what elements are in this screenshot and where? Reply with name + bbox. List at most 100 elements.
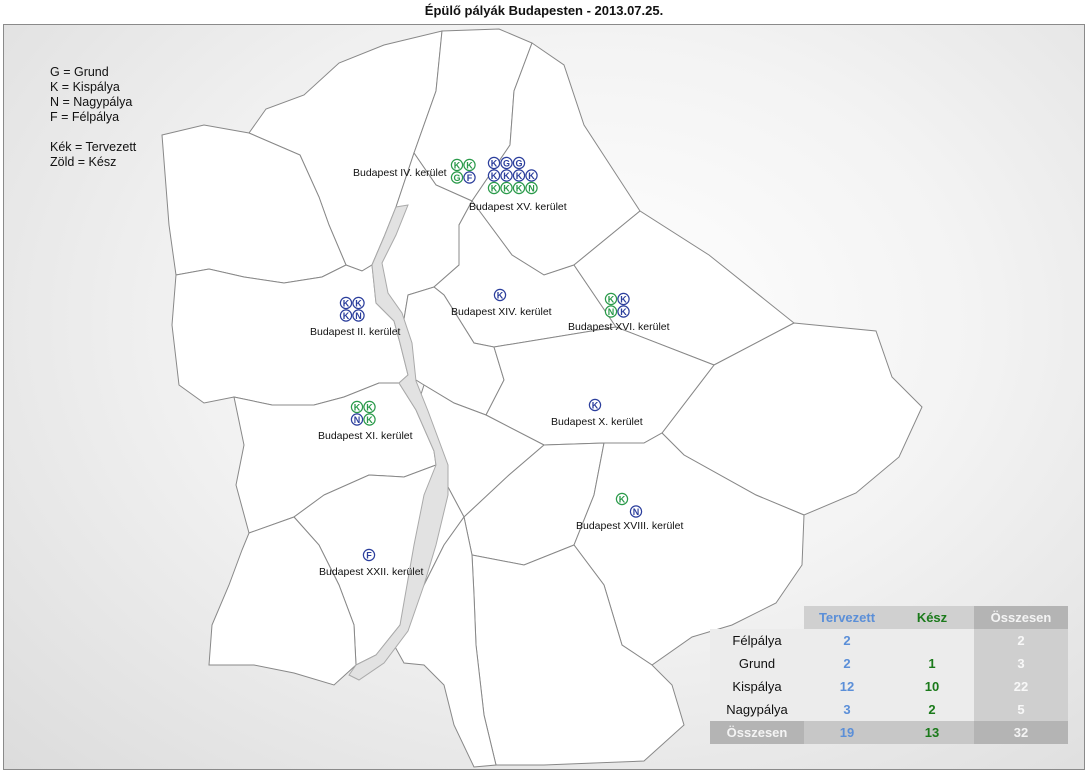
district-label: Budapest IV. kerület: [353, 167, 447, 179]
marker-circle: [512, 181, 526, 195]
marker-letter: K: [491, 184, 498, 194]
marker-circle: [500, 156, 513, 170]
marker-letter: K: [454, 161, 461, 171]
table-row: Félpálya 2 2: [710, 629, 1068, 652]
cell-tervezett: 2: [804, 652, 890, 675]
header-osszesen: Összesen: [974, 606, 1068, 629]
marker-letter: K: [466, 161, 473, 171]
district-label: Budapest XVIII. kerület: [576, 520, 683, 532]
budapest-district-map: Budapest IV. kerület Budapest XV. kerület…: [161, 28, 923, 768]
field-marker-k-done: K: [363, 413, 376, 426]
marker-circle: [588, 398, 602, 412]
table-header-row: Tervezett Kész Összesen: [710, 606, 1068, 629]
field-marker-k-planned: K: [525, 169, 538, 182]
marker-circle: [604, 292, 618, 306]
field-marker-f-planned: F: [362, 548, 376, 562]
field-marker-k-planned: K: [487, 169, 501, 182]
marker-letter: K: [497, 291, 504, 301]
map-legend: G = Grund K = Kispálya N = Nagypálya F =…: [50, 65, 136, 170]
field-marker-k-planned: K: [588, 398, 602, 412]
field-marker-n-planned: N: [352, 309, 365, 322]
cell-tervezett: 3: [804, 698, 890, 721]
marker-circle: [525, 181, 538, 195]
legend-line: F = Félpálya: [50, 110, 120, 124]
total-label: Összesen: [710, 721, 804, 744]
table-row: Nagypálya 3 2 5: [710, 698, 1068, 721]
cell-osszesen: 2: [974, 629, 1068, 652]
marker-letter: K: [366, 415, 373, 425]
marker-letter: K: [516, 184, 523, 194]
field-marker-k-planned: K: [617, 305, 630, 318]
danube-river: [348, 204, 449, 681]
cell-kesz: [890, 629, 974, 652]
row-label: Grund: [710, 652, 804, 675]
total-osszesen: 32: [974, 721, 1068, 744]
field-marker-f-planned: F: [463, 171, 476, 184]
district-label: Budapest II. kerület: [310, 326, 401, 338]
marker-circle: [629, 505, 643, 518]
marker-circle: [617, 305, 630, 318]
cell-kesz: 2: [890, 698, 974, 721]
row-label: Kispálya: [710, 675, 804, 698]
cell-kesz: 10: [890, 675, 974, 698]
marker-letter: N: [355, 311, 362, 321]
field-marker-k-done: K: [487, 181, 501, 195]
marker-letter: K: [366, 403, 373, 413]
marker-circle: [604, 305, 618, 318]
field-marker-k-done: K: [615, 492, 629, 506]
district-label: Budapest XVI. kerület: [568, 321, 670, 333]
marker-circle: [487, 169, 501, 182]
marker-letter: K: [528, 171, 535, 181]
marker-circle: [463, 171, 476, 184]
marker-circle: [339, 309, 353, 322]
marker-letter: K: [343, 299, 350, 309]
field-marker-k-done: K: [350, 400, 364, 414]
marker-letter: K: [503, 184, 510, 194]
marker-circle: [487, 181, 501, 195]
marker-circle: [350, 400, 364, 414]
marker-letter: N: [354, 415, 361, 425]
field-marker-k-done: K: [463, 158, 476, 172]
total-kesz: 13: [890, 721, 974, 744]
field-marker-g-done: G: [450, 171, 464, 184]
cell-osszesen: 22: [974, 675, 1068, 698]
marker-circle: [617, 292, 630, 306]
field-marker-k-done: K: [500, 181, 513, 195]
legend-line: G = Grund: [50, 65, 109, 79]
field-marker-k-planned: K: [339, 309, 353, 322]
marker-circle: [500, 181, 513, 195]
marker-letter: K: [619, 495, 626, 505]
marker-letter: K: [491, 159, 498, 169]
field-marker-g-planned: G: [512, 156, 526, 170]
marker-letter: K: [491, 171, 498, 181]
district-label: Budapest X. kerület: [551, 416, 643, 428]
marker-circle: [363, 413, 376, 426]
field-marker-k-planned: K: [339, 296, 353, 310]
legend-line: Zöld = Kész: [50, 155, 117, 169]
table-row: Grund 2 1 3: [710, 652, 1068, 675]
field-marker-k-planned: K: [493, 288, 507, 302]
legend-line: N = Nagypálya: [50, 95, 133, 109]
field-marker-k-done: K: [363, 400, 376, 414]
marker-letter: K: [608, 295, 615, 305]
marker-letter: F: [366, 551, 372, 561]
field-marker-n-planned: N: [629, 505, 643, 518]
field-marker-k-done: K: [604, 292, 618, 306]
field-marker-k-done: K: [512, 181, 526, 195]
marker-letter: F: [467, 173, 473, 183]
header-kesz: Kész: [890, 606, 974, 629]
district-label: Budapest XV. kerület: [469, 201, 567, 213]
marker-circle: [339, 296, 353, 310]
marker-circle: [362, 548, 376, 562]
marker-circle: [615, 492, 629, 506]
table-total-row: Összesen 19 13 32: [710, 721, 1068, 744]
row-label: Félpálya: [710, 629, 804, 652]
field-marker-k-planned: K: [512, 169, 526, 182]
marker-circle: [350, 413, 364, 426]
marker-letter: K: [354, 403, 361, 413]
table-corner: [710, 606, 804, 629]
marker-letter: K: [355, 299, 362, 309]
marker-letter: K: [620, 295, 627, 305]
field-marker-n-done: N: [604, 305, 618, 318]
marker-letter: K: [343, 311, 350, 321]
